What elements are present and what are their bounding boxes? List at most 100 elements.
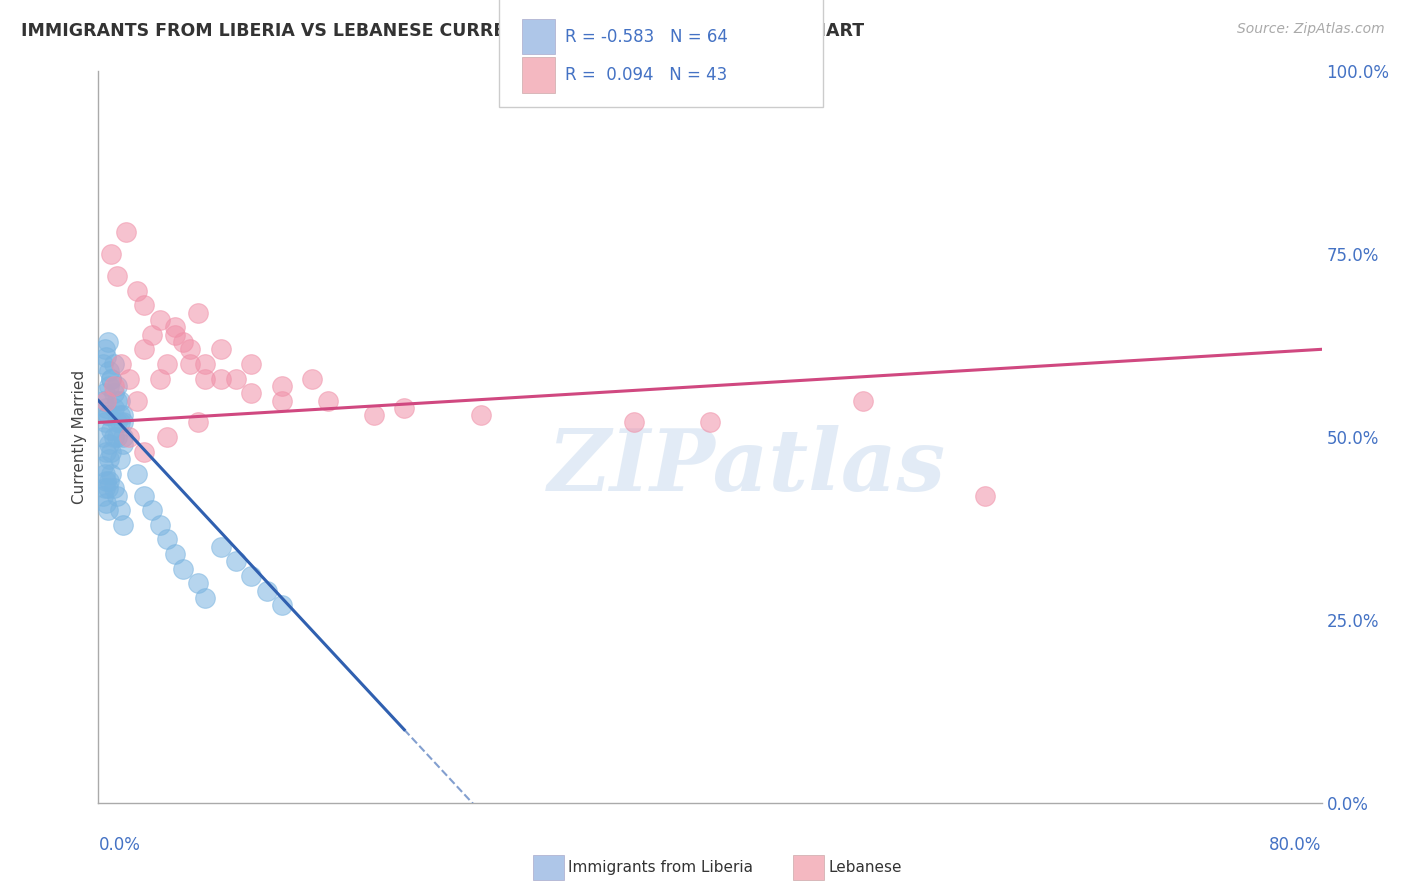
Point [97,408,120,422]
Point [141,327,163,342]
Point [134,298,156,312]
Point [149,313,172,327]
Point [118,430,141,444]
Point [94,350,117,364]
Point [149,517,172,532]
Point [103,430,125,444]
Text: 0.0%: 0.0% [98,836,141,854]
Point [103,357,125,371]
Point [97,481,120,495]
Point [98,437,121,451]
Point [179,343,201,357]
Point [105,489,128,503]
Point [699,416,721,430]
Point [156,357,179,371]
Point [105,393,128,408]
Point [111,437,134,451]
Text: Source: ZipAtlas.com: Source: ZipAtlas.com [1237,22,1385,37]
Point [110,357,132,371]
Point [363,408,385,422]
Point [93,467,115,481]
Point [100,247,122,261]
Point [98,452,121,467]
Point [103,481,125,495]
Point [103,379,125,393]
Point [125,284,148,298]
Text: R =  0.094   N = 43: R = 0.094 N = 43 [565,66,727,84]
Text: Lebanese: Lebanese [828,860,901,874]
Point [91,393,114,408]
Point [392,401,416,415]
Point [149,371,172,385]
Point [94,401,117,415]
Point [111,408,134,422]
Point [108,408,131,422]
Point [94,474,117,488]
Point [93,481,115,495]
Point [98,364,121,378]
Point [108,452,131,467]
Point [134,444,156,458]
Point [240,386,263,401]
Point [105,416,128,430]
Point [108,393,131,408]
Point [974,489,997,503]
Point [187,576,209,591]
Text: 80.0%: 80.0% [1270,836,1322,854]
Point [179,357,201,371]
Point [91,357,114,371]
Point [91,459,114,474]
Point [93,343,115,357]
Point [209,371,232,385]
Point [97,408,120,422]
Point [118,371,141,385]
Point [103,386,125,401]
Point [270,393,294,408]
Point [94,393,117,408]
Point [108,503,131,517]
Point [194,357,217,371]
Text: Immigrants from Liberia: Immigrants from Liberia [568,860,754,874]
Point [256,583,278,598]
Point [209,540,232,554]
Point [623,416,645,430]
Point [97,334,120,349]
Point [852,393,875,408]
Point [105,379,128,393]
Point [172,562,194,576]
Point [163,327,186,342]
Point [105,430,128,444]
Point [163,547,186,561]
Point [156,430,179,444]
Point [111,430,134,444]
Point [270,599,294,613]
Point [270,379,294,393]
Point [134,343,156,357]
Point [316,393,339,408]
Point [470,408,492,422]
Point [105,269,128,284]
Point [111,517,134,532]
Point [125,393,148,408]
Point [225,554,247,568]
Point [156,533,179,547]
Point [225,371,247,385]
Point [141,503,163,517]
Point [94,496,117,510]
Point [108,416,131,430]
Point [194,591,217,605]
Text: R = -0.583   N = 64: R = -0.583 N = 64 [565,28,728,45]
Point [100,444,122,458]
Point [115,225,138,239]
Point [209,343,232,357]
Point [187,306,209,320]
Point [103,401,125,415]
Point [98,474,121,488]
Point [172,334,194,349]
Point [91,489,114,503]
Point [98,379,121,393]
Point [100,371,122,385]
Text: IMMIGRANTS FROM LIBERIA VS LEBANESE CURRENTLY MARRIED CORRELATION CHART: IMMIGRANTS FROM LIBERIA VS LEBANESE CURR… [21,22,865,40]
Point [91,430,114,444]
Point [240,569,263,583]
